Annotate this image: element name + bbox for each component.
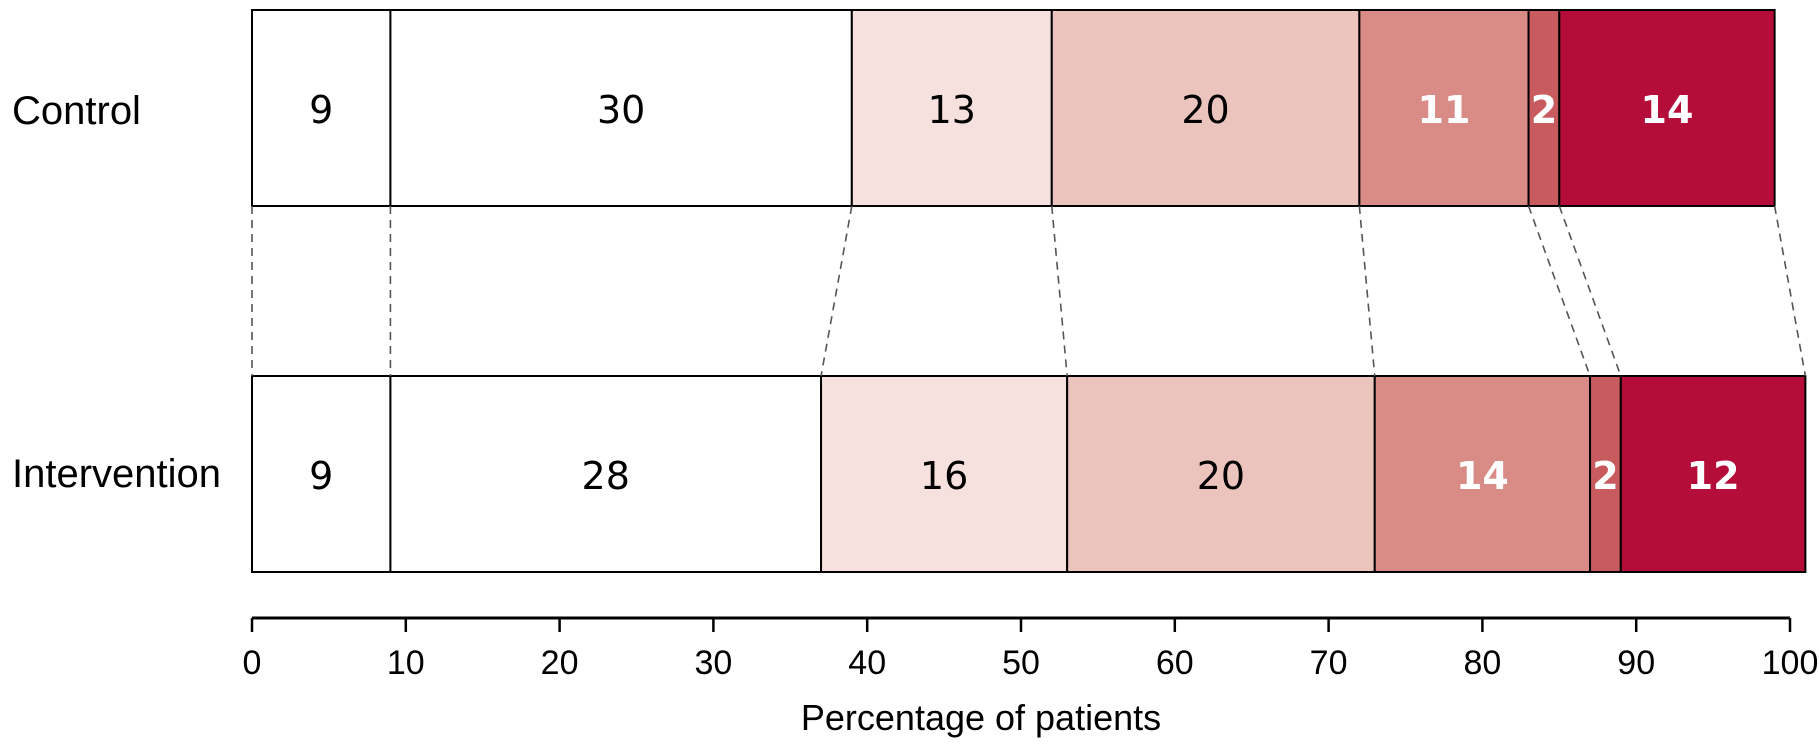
- x-tick-label-60: 60: [1156, 644, 1194, 682]
- data-label-control-6: 2: [1531, 88, 1557, 132]
- bar-segment-intervention-3: [820, 375, 1069, 573]
- bar-segment-control-6: [1527, 9, 1561, 207]
- data-label-control-2: 30: [597, 88, 645, 132]
- bar-segment-intervention-6: [1589, 375, 1622, 573]
- x-tick-label-30: 30: [694, 644, 732, 682]
- data-label-intervention-3: 16: [920, 454, 968, 498]
- x-tick-label-0: 0: [243, 644, 262, 682]
- x-tick-label-100: 100: [1762, 644, 1819, 682]
- data-label-control-3: 13: [928, 88, 976, 132]
- bar-segment-control-2: [389, 9, 853, 207]
- category-label-intervention: Intervention: [12, 452, 221, 496]
- data-label-control-1: 9: [309, 88, 333, 132]
- data-label-intervention-6: 2: [1592, 454, 1618, 498]
- data-label-control-7: 14: [1641, 88, 1694, 132]
- data-label-intervention-7: 12: [1687, 454, 1740, 498]
- connector-line-3: [820, 205, 853, 377]
- x-tick-label-80: 80: [1463, 644, 1501, 682]
- x-tick-label-50: 50: [1002, 644, 1040, 682]
- bar-segment-control-4: [1050, 9, 1361, 207]
- connector-line-7: [1558, 205, 1622, 377]
- x-tick-label-70: 70: [1310, 644, 1348, 682]
- connector-line-5: [1358, 205, 1376, 377]
- data-label-intervention-1: 9: [309, 454, 333, 498]
- x-tick-label-20: 20: [541, 644, 579, 682]
- bar-segment-intervention-2: [389, 375, 823, 573]
- x-axis-title: Percentage of patients: [801, 697, 1161, 738]
- connector-line-4: [1050, 205, 1068, 377]
- bar-segment-control-1: [251, 9, 392, 207]
- data-label-control-5: 11: [1418, 88, 1471, 132]
- x-tick-label-90: 90: [1617, 644, 1655, 682]
- data-label-control-4: 20: [1181, 88, 1229, 132]
- bar-segment-control-7: [1558, 9, 1776, 207]
- data-label-intervention-5: 14: [1456, 454, 1509, 498]
- data-label-intervention-4: 20: [1197, 454, 1245, 498]
- x-tick-label-40: 40: [848, 644, 886, 682]
- bar-segment-control-3: [850, 9, 1053, 207]
- bar-segment-intervention-7: [1619, 375, 1807, 573]
- x-tick-label-10: 10: [387, 644, 425, 682]
- category-label-control: Control: [12, 89, 141, 133]
- connector-line-6: [1527, 205, 1591, 377]
- connector-line-8: [1773, 205, 1807, 377]
- bar-segment-intervention-1: [251, 375, 392, 573]
- data-label-intervention-2: 28: [582, 454, 630, 498]
- bar-segment-intervention-5: [1373, 375, 1592, 573]
- bar-segment-control-5: [1358, 9, 1530, 207]
